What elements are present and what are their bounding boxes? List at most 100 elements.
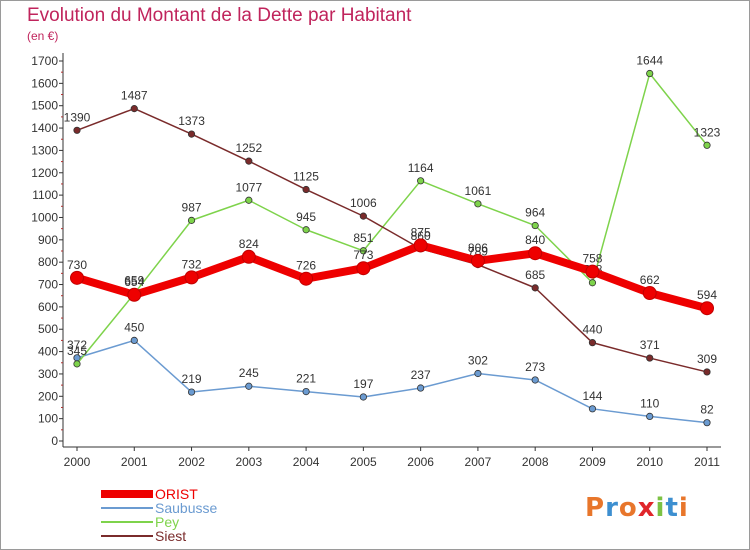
data-label-saubusse: 237 [411, 368, 431, 382]
data-label-siest: 1373 [178, 114, 205, 128]
series-line-saubusse [76, 339, 708, 424]
data-label-orist: 806 [468, 241, 488, 255]
y-tick-label: 0 [51, 434, 58, 448]
data-point-siest [73, 126, 81, 134]
data-point-orist [70, 270, 84, 285]
legend-swatch-orist [101, 490, 153, 498]
y-tick-label: 1300 [31, 143, 58, 157]
data-point-pey [302, 226, 310, 234]
data-label-siest: 1390 [64, 110, 91, 124]
data-label-siest: 789 [468, 245, 488, 259]
data-point-orist [356, 261, 371, 276]
data-point-pey [187, 216, 196, 224]
chart-legend: ORIST Saubusse Pey Siest [101, 487, 217, 543]
chart-title: Evolution du Montant de la Dette par Hab… [27, 5, 412, 26]
data-point-siest [646, 354, 654, 362]
data-point-pey [588, 279, 597, 287]
data-point-siest [245, 157, 253, 165]
data-point-orist [470, 253, 485, 268]
data-label-siest: 1487 [121, 89, 148, 103]
data-label-saubusse: 302 [468, 353, 488, 367]
x-tick-label: 2007 [465, 455, 492, 469]
data-point-saubusse [417, 384, 425, 392]
data-label-pey: 345 [67, 344, 87, 358]
data-point-orist [241, 249, 256, 264]
series-line-pey [76, 72, 708, 365]
y-tick-label: 900 [38, 233, 58, 247]
x-tick-label: 2002 [178, 455, 205, 469]
data-point-siest [187, 130, 196, 138]
x-tick-label: 2005 [350, 455, 377, 469]
data-point-pey [245, 196, 253, 204]
y-tick-label: 500 [38, 322, 58, 336]
data-label-siest: 1252 [235, 141, 262, 155]
data-point-orist [642, 286, 657, 301]
legend-label-orist: ORIST [155, 486, 198, 502]
data-point-siest [359, 212, 367, 220]
proxiti-logo: Proxiti [585, 493, 689, 523]
data-label-orist: 758 [582, 252, 602, 266]
data-label-saubusse: 82 [700, 403, 714, 417]
data-point-saubusse [646, 412, 654, 421]
data-point-pey [474, 200, 482, 208]
data-label-pey: 851 [353, 231, 373, 245]
data-label-saubusse: 273 [525, 360, 545, 374]
data-label-orist: 730 [67, 258, 87, 272]
data-label-saubusse: 450 [124, 320, 144, 334]
data-point-orist [700, 301, 714, 316]
data-label-orist: 654 [124, 275, 144, 289]
legend-swatch-siest [101, 535, 153, 537]
data-point-saubusse [703, 419, 711, 427]
y-tick-label: 300 [38, 367, 58, 381]
data-label-pey: 964 [525, 206, 545, 220]
data-label-orist: 773 [353, 248, 373, 262]
data-point-pey [703, 141, 711, 149]
data-point-saubusse [302, 387, 310, 396]
data-label-siest: 1125 [293, 170, 319, 184]
data-point-pey [531, 221, 539, 230]
data-point-siest [703, 368, 711, 376]
data-label-pey: 659 [124, 274, 144, 288]
legend-item-orist: ORIST [101, 487, 217, 501]
y-tick-label: 800 [38, 255, 58, 269]
data-point-pey [417, 177, 425, 185]
y-tick-label: 1600 [31, 76, 58, 90]
data-label-siest: 309 [697, 352, 717, 366]
y-tick-label: 1000 [31, 210, 58, 224]
legend-label-siest: Siest [155, 528, 187, 544]
legend-label-pey: Pey [155, 514, 180, 530]
data-label-orist: 662 [640, 273, 660, 287]
x-tick-label: 2009 [579, 455, 606, 469]
logo-letter: i [655, 493, 666, 523]
y-tick-label: 100 [38, 412, 58, 426]
logo-letter: x [637, 493, 656, 523]
data-label-saubusse: 245 [239, 366, 259, 380]
series-line-siest [76, 107, 708, 373]
x-tick-label: 2003 [235, 455, 262, 469]
data-point-siest [302, 185, 310, 194]
chart-subtitle: (en €) [27, 29, 59, 43]
data-label-saubusse: 144 [582, 389, 602, 403]
data-label-siest: 371 [640, 338, 660, 352]
y-tick-label: 700 [38, 278, 58, 292]
data-label-orist: 726 [296, 259, 316, 273]
series-line-orist [73, 241, 711, 313]
data-label-pey: 1164 [408, 161, 434, 175]
logo-letter: i [678, 493, 689, 523]
data-label-pey: 1323 [694, 125, 721, 139]
data-point-pey [646, 69, 654, 78]
logo-letter: r [605, 493, 619, 523]
legend-label-saubusse: Saubusse [155, 500, 218, 516]
data-point-saubusse [474, 369, 482, 378]
logo-letter: P [585, 493, 606, 523]
logo-letter: t [665, 493, 679, 523]
y-tick-label: 200 [38, 389, 58, 403]
y-tick-label: 1400 [31, 121, 58, 135]
data-label-siest: 1006 [350, 196, 377, 210]
data-label-saubusse: 372 [67, 338, 87, 352]
legend-swatch-saubusse [101, 507, 153, 509]
data-label-saubusse: 110 [640, 396, 659, 410]
x-tick-label: 2006 [407, 455, 434, 469]
